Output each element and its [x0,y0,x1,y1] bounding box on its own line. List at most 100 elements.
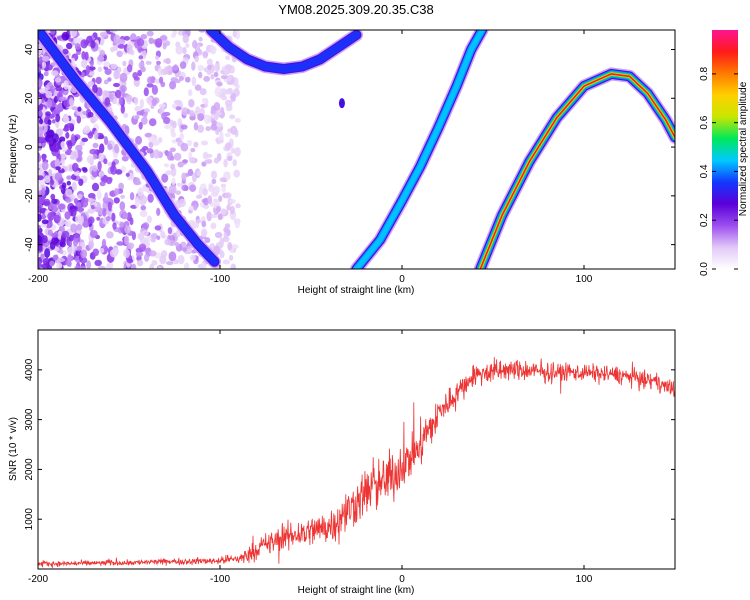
noise-speckle [66,175,72,180]
noise-speckle [51,198,58,204]
noise-speckle [157,67,163,76]
noise-speckle [38,43,42,54]
noise-speckle [139,200,145,206]
noise-speckle [131,263,137,269]
noise-speckle [39,88,46,94]
noise-speckle [101,238,107,249]
noise-speckle [189,254,196,261]
noise-speckle [87,131,94,139]
noise-speckle [48,169,53,177]
noise-speckle [219,250,225,259]
noise-speckle [80,59,88,68]
noise-speckle [96,216,101,221]
noise-speckle [114,143,119,154]
noise-speckle [204,159,212,164]
noise-speckle [196,170,202,177]
noise-speckle [220,208,227,216]
noise-speckle [52,142,60,153]
noise-speckle [161,173,169,183]
noise-speckle [116,50,123,58]
noise-speckle [226,75,232,82]
noise-speckle [96,189,102,200]
noise-speckle [80,249,88,259]
noise-speckle [164,238,171,246]
noise-speckle [127,64,133,73]
colorbar-label: Normalized spectral amplitude [738,81,749,216]
noise-speckle [206,211,212,222]
noise-speckle [203,204,210,210]
noise-speckle [62,115,70,123]
noise-speckle [216,139,224,144]
noise-speckle [71,106,78,111]
noise-speckle [229,114,236,120]
snr-x-axis-label: Height of straight line (km) [298,585,415,596]
colorbar-tick-label: 0.8 [699,67,710,81]
noise-speckle [170,167,177,177]
noise-speckle [207,195,213,205]
noise-speckle [88,239,94,250]
noise-speckle [146,96,154,104]
noise-speckle [193,122,199,131]
noise-speckle [164,124,172,129]
noise-speckle [140,205,147,211]
noise-speckle [70,208,77,217]
noise-speckle [54,246,60,252]
noise-speckle [182,34,189,44]
noise-speckle [234,147,241,157]
noise-speckle [66,122,73,129]
noise-speckle [107,77,112,82]
noise-speckle [220,106,225,114]
noise-speckle [201,220,207,228]
noise-speckle [38,260,41,269]
noise-speckle [67,140,73,150]
noise-speckle [55,85,63,92]
noise-speckle [169,80,177,90]
noise-speckle [222,259,231,265]
noise-speckle [203,197,209,206]
noise-speckle [99,143,105,154]
spectrogram-y-tick-label: 0 [24,144,35,150]
noise-speckle [106,176,113,185]
noise-speckle [188,205,194,211]
noise-speckle [113,197,120,204]
noise-speckle [216,205,222,213]
noise-speckle [234,220,240,229]
noise-speckle [125,94,133,103]
noise-speckle [146,148,154,154]
noise-speckle [192,40,198,49]
noise-speckle [60,141,66,149]
noise-speckle [69,155,75,160]
snr-y-tick-label: 2000 [24,458,35,481]
colorbar-tick-label: 0.2 [699,213,710,227]
noise-speckle [235,84,240,89]
noise-speckle [38,185,43,191]
noise-speckle [191,61,196,71]
noise-speckle [114,188,120,196]
noise-speckle [151,84,158,95]
noise-speckle [204,237,211,244]
noise-speckle [230,125,238,135]
noise-speckle [190,147,196,153]
noise-speckle [133,76,140,81]
snr-x-tick-label: 0 [399,574,405,585]
noise-speckle [92,84,98,94]
noise-speckle [53,214,61,224]
noise-speckle [209,45,217,55]
noise-speckle [87,216,95,224]
noise-speckle [148,37,154,45]
noise-speckle [110,46,115,53]
noise-speckle [149,263,155,269]
noise-speckle [221,95,228,101]
noise-speckle [211,120,218,126]
noise-speckle [138,243,147,252]
noise-speckle [103,158,108,165]
spectral-trace [473,67,675,269]
noise-speckle [82,167,88,173]
noise-speckle [168,251,177,262]
snr-line [38,357,675,569]
noise-speckle [210,213,218,219]
noise-speckle [172,120,177,129]
noise-speckle [185,43,190,48]
